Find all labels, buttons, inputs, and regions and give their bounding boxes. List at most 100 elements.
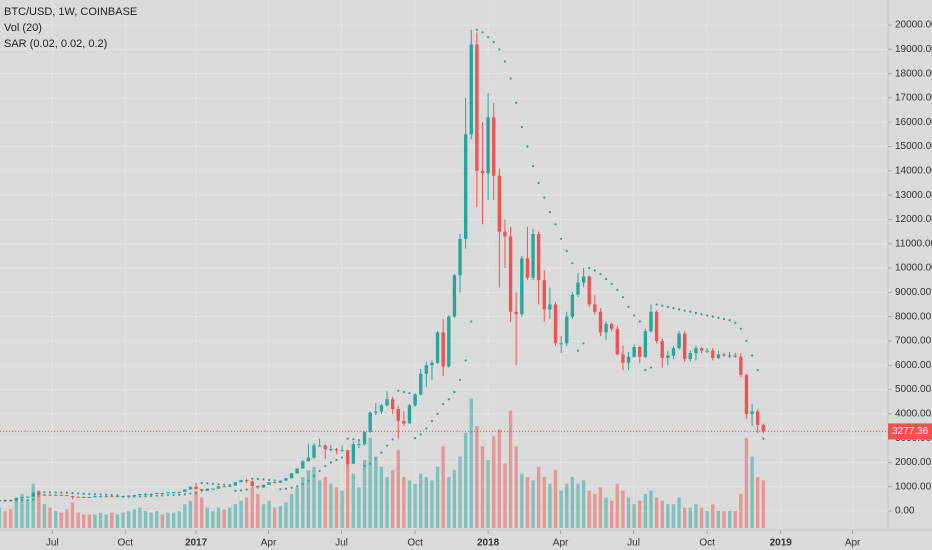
volume-bar (256, 494, 260, 528)
volume-bar (508, 410, 513, 528)
volume-bar (683, 507, 687, 528)
y-tick-label: 14000.00 (895, 165, 932, 176)
sar-dot (346, 437, 349, 440)
candle-body (115, 496, 120, 498)
candle-body (638, 347, 642, 357)
volume-bar (351, 473, 356, 528)
grid (0, 0, 888, 530)
sar-dot (296, 485, 299, 488)
candle-body (155, 493, 159, 495)
candle-body (306, 457, 311, 462)
sar-dot (93, 493, 97, 496)
x-tick-label: Apr (261, 538, 277, 549)
sar-dot (565, 249, 568, 253)
sar-dot (374, 457, 377, 460)
volume-bar (261, 504, 266, 528)
candle-body (284, 478, 288, 481)
candle-body (374, 411, 378, 413)
candle-body (447, 316, 451, 367)
sar-dot (15, 499, 18, 502)
sar-dot (475, 28, 478, 31)
volume-bar (0, 507, 2, 528)
candle-body (565, 316, 569, 344)
candle-body (722, 354, 726, 356)
volume-bar (463, 432, 468, 528)
candle-body (171, 492, 176, 494)
sar-dot (762, 437, 765, 440)
sar-dot (610, 282, 613, 285)
candle-body (385, 399, 389, 406)
sar-dot (4, 499, 7, 502)
candle-body (65, 495, 69, 497)
candle-body (424, 365, 429, 374)
volume-bar (525, 477, 530, 528)
candle-body (683, 333, 687, 360)
volume-bar (289, 494, 294, 528)
volume-bar (188, 500, 193, 528)
volume-bar (323, 477, 327, 528)
sar-dot (442, 403, 445, 406)
candle-body (497, 175, 502, 232)
candle-body (480, 170, 485, 174)
volume-bar (14, 497, 19, 528)
volume-bar (503, 463, 507, 528)
sar-dot (397, 389, 400, 392)
y-tick-label: 20000.00 (895, 20, 932, 31)
volume-bar (228, 507, 232, 528)
volume-bar (559, 490, 563, 528)
y-tick-label: 1000.00 (895, 481, 932, 492)
sar-dot (369, 462, 372, 465)
sar-dot (65, 491, 68, 494)
volume-bar (121, 512, 125, 528)
sar-dot (503, 60, 507, 63)
sar-dot (385, 444, 389, 447)
candle-body (25, 496, 30, 498)
candle-body (289, 473, 294, 479)
volume-bar (587, 490, 591, 528)
sar-dot (655, 303, 658, 306)
candle-body (727, 355, 732, 357)
candle-body (31, 492, 35, 497)
x-tick-label: Apr (845, 538, 861, 549)
sar-dot (694, 311, 698, 315)
candle-body (666, 355, 670, 358)
sar-dot (677, 308, 681, 311)
volume-bar (419, 473, 423, 528)
x-tick-label: 2019 (770, 538, 793, 549)
volume-bar (660, 500, 664, 528)
volume-bar (722, 511, 726, 528)
sar-dot (554, 223, 557, 226)
sar-dot (571, 262, 574, 265)
last-price-tag (888, 423, 932, 440)
volume-bar (666, 504, 670, 528)
sar-dot (498, 48, 501, 51)
volume-bar (565, 483, 569, 528)
sar-dot (37, 490, 40, 494)
candle-body (615, 328, 619, 355)
candle-body (183, 489, 187, 492)
volume-bar (110, 512, 114, 528)
candle-body (211, 488, 215, 490)
candle-body (329, 449, 333, 451)
sar-dot (458, 378, 462, 381)
candle-body (104, 496, 108, 498)
x-tick-label: 2018 (477, 538, 500, 549)
candle-body (643, 331, 648, 357)
sar-dot (414, 437, 417, 440)
volume-bar (542, 477, 546, 528)
y-tick-label: 18000.00 (895, 68, 932, 79)
candle-body (475, 44, 479, 171)
sar-dot (447, 398, 450, 401)
sar-dot (621, 296, 625, 299)
volume-bar (65, 509, 69, 528)
y-tick-label: 4000.00 (895, 408, 932, 419)
sar-dot (194, 491, 198, 494)
volume-bar (739, 494, 743, 528)
x-tick-label: Oct (699, 538, 715, 549)
volume-bar (458, 456, 462, 528)
sar-dot (756, 369, 759, 372)
candle-body (53, 494, 58, 496)
candle-body (317, 445, 322, 447)
candle-body (278, 480, 282, 483)
